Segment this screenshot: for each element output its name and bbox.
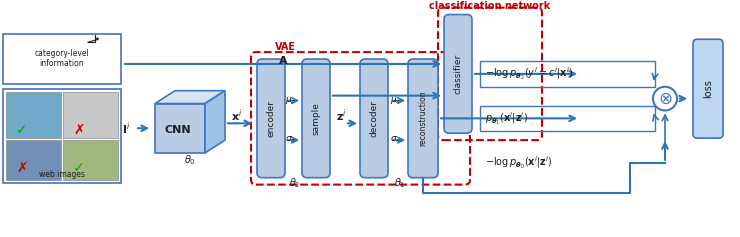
Text: encoder: encoder bbox=[266, 100, 275, 137]
Bar bbox=[155, 104, 205, 153]
Text: $\mu_z$: $\mu_z$ bbox=[286, 95, 297, 106]
Text: information: information bbox=[40, 59, 84, 68]
Text: $-\log p_{\boldsymbol{\theta}_2}(y^i{=}c^i|\mathbf{x}^i)$: $-\log p_{\boldsymbol{\theta}_2}(y^i{=}c… bbox=[485, 65, 574, 82]
Text: ✓: ✓ bbox=[73, 161, 85, 175]
Polygon shape bbox=[205, 91, 225, 153]
FancyBboxPatch shape bbox=[257, 59, 285, 178]
Bar bbox=[480, 105, 655, 131]
Text: $\mathbf{z}^i$: $\mathbf{z}^i$ bbox=[336, 107, 346, 124]
Text: web images: web images bbox=[39, 170, 85, 179]
Bar bbox=[63, 92, 118, 138]
Bar bbox=[6, 140, 61, 180]
Text: ✗: ✗ bbox=[73, 123, 85, 137]
Text: $-\log p_{\boldsymbol{\theta}_0}(\mathbf{x}^i|\mathbf{z}^i)$: $-\log p_{\boldsymbol{\theta}_0}(\mathbf… bbox=[485, 155, 553, 171]
Text: sample: sample bbox=[312, 102, 320, 135]
Text: category-level: category-level bbox=[35, 49, 90, 58]
Text: $\mathbf{I}^i$: $\mathbf{I}^i$ bbox=[122, 120, 130, 137]
Text: $\theta_0$: $\theta_0$ bbox=[184, 153, 196, 167]
FancyBboxPatch shape bbox=[302, 59, 330, 178]
FancyBboxPatch shape bbox=[408, 59, 438, 178]
Text: reconstruction: reconstruction bbox=[419, 91, 428, 146]
Bar bbox=[6, 92, 61, 138]
FancyBboxPatch shape bbox=[693, 39, 723, 138]
Text: $\theta_2$: $\theta_2$ bbox=[289, 176, 300, 190]
Text: ✗: ✗ bbox=[16, 161, 28, 175]
Bar bbox=[3, 89, 121, 183]
Text: ✦: ✦ bbox=[95, 37, 99, 42]
Text: $\otimes$: $\otimes$ bbox=[658, 90, 672, 108]
Text: loss: loss bbox=[703, 79, 713, 98]
Bar bbox=[480, 61, 655, 87]
Polygon shape bbox=[155, 91, 225, 104]
Text: VAE: VAE bbox=[275, 42, 295, 52]
Text: $\theta_1$: $\theta_1$ bbox=[394, 176, 406, 190]
Circle shape bbox=[653, 87, 677, 110]
FancyBboxPatch shape bbox=[360, 59, 388, 178]
Text: ✓: ✓ bbox=[16, 123, 28, 137]
Text: $\mathbf{A}$: $\mathbf{A}$ bbox=[278, 54, 289, 66]
Text: $p_{\boldsymbol{\theta}_1}(\mathbf{x}^i|\mathbf{z}^i)$: $p_{\boldsymbol{\theta}_1}(\mathbf{x}^i|… bbox=[485, 110, 528, 127]
Text: $\sigma_z$: $\sigma_z$ bbox=[286, 135, 297, 145]
Text: CNN: CNN bbox=[165, 125, 192, 135]
Bar bbox=[63, 140, 118, 180]
Text: decoder: decoder bbox=[369, 100, 378, 137]
Bar bbox=[3, 34, 121, 84]
Text: classification network: classification network bbox=[429, 1, 551, 11]
Text: $\sigma_x$: $\sigma_x$ bbox=[390, 135, 402, 145]
Text: $\mu_x$: $\mu_x$ bbox=[390, 95, 402, 106]
Text: classifier: classifier bbox=[454, 54, 462, 94]
FancyBboxPatch shape bbox=[444, 14, 472, 133]
Text: $\mathbf{x}^i$: $\mathbf{x}^i$ bbox=[232, 107, 243, 124]
